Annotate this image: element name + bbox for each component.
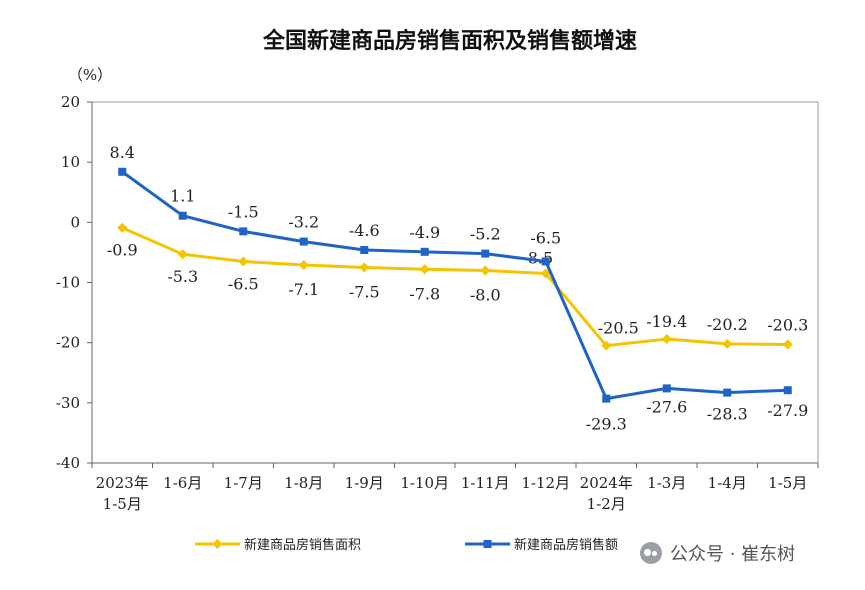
data-label: -6.5 (228, 274, 259, 293)
x-tick-label: 1-8月 (284, 474, 323, 492)
x-tick-label: 1-10月 (400, 474, 449, 492)
y-tick-label: -20 (56, 334, 80, 352)
data-point (238, 256, 249, 267)
data-point (540, 268, 551, 279)
data-point (118, 167, 127, 176)
data-label: -3.2 (288, 213, 319, 232)
legend-label: 新建商品房销售额 (514, 537, 618, 553)
chart-title: 全国新建商品房销售面积及销售额增速 (262, 28, 637, 54)
data-point (601, 340, 612, 351)
data-label: -20.3 (767, 315, 808, 334)
data-point (298, 260, 309, 271)
wechat-icon (640, 542, 662, 564)
data-label: -7.8 (409, 284, 440, 303)
data-label: -5.3 (167, 267, 198, 286)
x-tick-label: 1-5月 (768, 474, 807, 492)
data-label: 1.1 (170, 187, 195, 206)
data-point (360, 246, 369, 255)
data-label: -28.3 (707, 405, 748, 424)
y-tick-label: 10 (61, 153, 80, 171)
data-point (359, 262, 370, 273)
y-tick-label: -40 (56, 454, 80, 472)
x-tick-label: 1-9月 (345, 474, 384, 492)
legend: 新建商品房销售面积 新建商品房销售额 (195, 537, 618, 553)
y-tick-label: -30 (56, 394, 80, 412)
data-point (117, 222, 128, 233)
legend-label: 新建商品房销售面积 (244, 537, 361, 553)
series-area: -0.9-5.3 -6.5 -7.1 -7.5 -7.8 -8.0-8.5-20.5 -19… (107, 222, 808, 351)
data-label: -1.5 (228, 202, 259, 221)
data-point (661, 334, 672, 345)
data-point (177, 249, 188, 260)
data-label: -0.9 (107, 241, 138, 260)
legend-marker (212, 539, 223, 549)
data-label: 8.4 (110, 143, 135, 162)
x-tick-label: 1-6月 (163, 474, 202, 492)
data-point (723, 388, 732, 397)
x-tick-label: 2023年 1-5月 (96, 474, 149, 513)
data-label: -7.5 (349, 282, 380, 301)
data-label: -8.0 (470, 285, 501, 304)
series-amount: 8.4 1.1 -1.5 -3.2 -4.6 -4.9 -5.2 -6.5 -29.3 -27.6… (110, 143, 809, 434)
y-tick-label: 0 (70, 213, 80, 231)
data-label: -6.5 (530, 228, 561, 247)
watermark: 公众号 · 崔东树 (640, 540, 795, 566)
x-tick-label: 1-11月 (461, 474, 510, 492)
plot-area: 20 10 0 -10 -20 -30 -40 2023年 1-5月 1-6月 1-7月 1-8月 1-… (56, 93, 819, 513)
series-line (121, 226, 788, 348)
y-unit-label: （%） (68, 66, 112, 84)
data-point (662, 384, 671, 393)
data-label: -19.4 (646, 312, 687, 331)
data-point (239, 227, 248, 236)
data-point (783, 386, 792, 395)
x-tick-label: 1-7月 (224, 474, 263, 492)
data-label: -4.9 (409, 223, 440, 242)
data-label: -27.6 (646, 397, 687, 416)
data-label: -4.6 (349, 221, 380, 240)
data-label: -27.9 (767, 401, 808, 420)
legend-item: 新建商品房销售额 (465, 537, 618, 553)
data-point (722, 338, 733, 349)
legend-item: 新建商品房销售面积 (195, 537, 361, 553)
x-tick-label: 1-4月 (708, 474, 747, 492)
data-point (178, 211, 187, 220)
legend-marker (483, 540, 492, 548)
watermark-text: 公众号 · 崔东树 (670, 544, 796, 565)
y-tick-label: 20 (61, 93, 80, 111)
data-label: -20.2 (707, 315, 748, 334)
data-point (420, 247, 429, 256)
y-tick-label: -10 (56, 274, 80, 292)
x-tick-label: 2024年 1-2月 (580, 474, 633, 513)
data-point (782, 339, 793, 350)
series-line (121, 170, 788, 401)
data-label: -29.3 (586, 415, 627, 434)
data-point (602, 394, 611, 403)
data-point (481, 249, 490, 258)
x-tick-label: 1-3月 (647, 474, 686, 492)
data-label: -5.2 (470, 225, 501, 244)
x-tick-label: 1-12月 (521, 474, 570, 492)
data-point (480, 265, 491, 276)
data-point (541, 257, 550, 266)
data-point (419, 264, 430, 275)
data-label: -7.1 (288, 280, 319, 299)
data-label: -20.5 (598, 319, 639, 338)
data-point (299, 237, 308, 246)
